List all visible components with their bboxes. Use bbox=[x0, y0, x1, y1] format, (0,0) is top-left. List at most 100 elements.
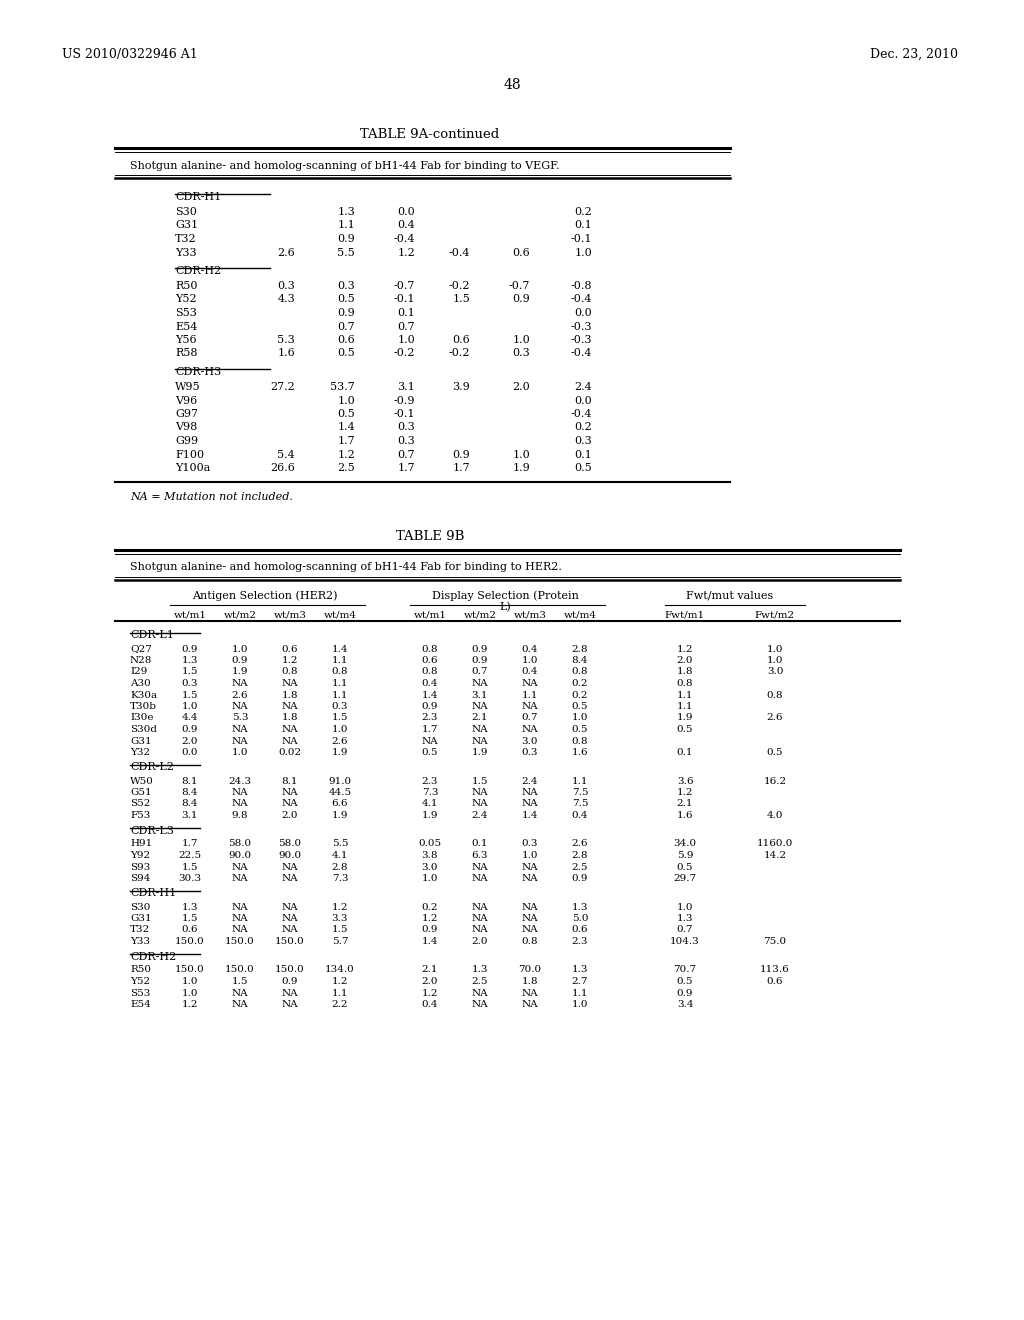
Text: 0.5: 0.5 bbox=[571, 702, 588, 711]
Text: 0.6: 0.6 bbox=[571, 925, 588, 935]
Text: 8.4: 8.4 bbox=[181, 800, 199, 808]
Text: 0.9: 0.9 bbox=[181, 725, 199, 734]
Text: Y92: Y92 bbox=[130, 851, 151, 861]
Text: NA: NA bbox=[521, 913, 539, 923]
Text: 0.4: 0.4 bbox=[522, 668, 539, 676]
Text: NA: NA bbox=[282, 925, 298, 935]
Text: NA: NA bbox=[282, 862, 298, 871]
Text: 0.9: 0.9 bbox=[677, 989, 693, 998]
Text: wt/m1: wt/m1 bbox=[414, 610, 446, 619]
Text: 0.8: 0.8 bbox=[571, 737, 588, 746]
Text: -0.1: -0.1 bbox=[570, 234, 592, 244]
Text: 1.0: 1.0 bbox=[332, 725, 348, 734]
Text: 2.0: 2.0 bbox=[282, 810, 298, 820]
Text: N28: N28 bbox=[130, 656, 153, 665]
Text: wt/m2: wt/m2 bbox=[464, 610, 497, 619]
Text: NA: NA bbox=[282, 989, 298, 998]
Text: 0.5: 0.5 bbox=[677, 977, 693, 986]
Text: 1.0: 1.0 bbox=[512, 450, 530, 459]
Text: F53: F53 bbox=[130, 810, 151, 820]
Text: 1.2: 1.2 bbox=[422, 989, 438, 998]
Text: G31: G31 bbox=[130, 737, 152, 746]
Text: 1.9: 1.9 bbox=[472, 748, 488, 756]
Text: 26.6: 26.6 bbox=[270, 463, 295, 473]
Text: 0.5: 0.5 bbox=[677, 862, 693, 871]
Text: 3.8: 3.8 bbox=[422, 851, 438, 861]
Text: 58.0: 58.0 bbox=[228, 840, 252, 849]
Text: F100: F100 bbox=[175, 450, 204, 459]
Text: 0.5: 0.5 bbox=[767, 748, 783, 756]
Text: 1.1: 1.1 bbox=[332, 656, 348, 665]
Text: 0.8: 0.8 bbox=[767, 690, 783, 700]
Text: NA: NA bbox=[282, 903, 298, 912]
Text: 0.9: 0.9 bbox=[453, 450, 470, 459]
Text: H91: H91 bbox=[130, 840, 153, 849]
Text: 0.9: 0.9 bbox=[472, 656, 488, 665]
Text: NA: NA bbox=[282, 788, 298, 797]
Text: 0.4: 0.4 bbox=[397, 220, 415, 231]
Text: 1.8: 1.8 bbox=[282, 714, 298, 722]
Text: I29: I29 bbox=[130, 668, 147, 676]
Text: 1.0: 1.0 bbox=[181, 702, 199, 711]
Text: Y100a: Y100a bbox=[175, 463, 210, 473]
Text: wt/m4: wt/m4 bbox=[324, 610, 356, 619]
Text: 0.3: 0.3 bbox=[522, 748, 539, 756]
Text: 0.2: 0.2 bbox=[574, 207, 592, 216]
Text: 3.3: 3.3 bbox=[332, 913, 348, 923]
Text: CDR-H2: CDR-H2 bbox=[130, 952, 176, 961]
Text: 1.5: 1.5 bbox=[231, 977, 248, 986]
Text: 0.9: 0.9 bbox=[571, 874, 588, 883]
Text: -0.4: -0.4 bbox=[570, 409, 592, 418]
Text: S94: S94 bbox=[130, 874, 151, 883]
Text: 1.5: 1.5 bbox=[472, 776, 488, 785]
Text: CDR-L1: CDR-L1 bbox=[130, 631, 174, 640]
Text: -0.4: -0.4 bbox=[449, 248, 470, 257]
Text: 0.5: 0.5 bbox=[677, 725, 693, 734]
Text: R50: R50 bbox=[175, 281, 198, 290]
Text: 1.0: 1.0 bbox=[231, 748, 248, 756]
Text: 1.0: 1.0 bbox=[512, 335, 530, 345]
Text: -0.3: -0.3 bbox=[570, 322, 592, 331]
Text: 1.3: 1.3 bbox=[181, 903, 199, 912]
Text: 5.5: 5.5 bbox=[332, 840, 348, 849]
Text: NA: NA bbox=[521, 874, 539, 883]
Text: 1.0: 1.0 bbox=[571, 714, 588, 722]
Text: 2.8: 2.8 bbox=[571, 644, 588, 653]
Text: 16.2: 16.2 bbox=[764, 776, 786, 785]
Text: 0.5: 0.5 bbox=[574, 463, 592, 473]
Text: 1.0: 1.0 bbox=[181, 977, 199, 986]
Text: 0.7: 0.7 bbox=[397, 450, 415, 459]
Text: Shotgun alanine- and homolog-scanning of bH1-44 Fab for binding to HER2.: Shotgun alanine- and homolog-scanning of… bbox=[130, 562, 562, 573]
Text: NA: NA bbox=[521, 1001, 539, 1008]
Text: 7.5: 7.5 bbox=[571, 800, 588, 808]
Text: 1.4: 1.4 bbox=[422, 937, 438, 946]
Text: 0.8: 0.8 bbox=[282, 668, 298, 676]
Text: 1.8: 1.8 bbox=[282, 690, 298, 700]
Text: Dec. 23, 2010: Dec. 23, 2010 bbox=[870, 48, 958, 61]
Text: -0.2: -0.2 bbox=[393, 348, 415, 359]
Text: 1.1: 1.1 bbox=[522, 690, 539, 700]
Text: 30.3: 30.3 bbox=[178, 874, 202, 883]
Text: 0.8: 0.8 bbox=[422, 644, 438, 653]
Text: 2.1: 2.1 bbox=[422, 965, 438, 974]
Text: G31: G31 bbox=[130, 913, 152, 923]
Text: 150.0: 150.0 bbox=[275, 937, 305, 946]
Text: 2.5: 2.5 bbox=[472, 977, 488, 986]
Text: 0.05: 0.05 bbox=[419, 840, 441, 849]
Text: S30: S30 bbox=[175, 207, 197, 216]
Text: 1.2: 1.2 bbox=[282, 656, 298, 665]
Text: 2.0: 2.0 bbox=[677, 656, 693, 665]
Text: 1.1: 1.1 bbox=[677, 690, 693, 700]
Text: 1.5: 1.5 bbox=[181, 913, 199, 923]
Text: 1.0: 1.0 bbox=[397, 335, 415, 345]
Text: 150.0: 150.0 bbox=[175, 965, 205, 974]
Text: R58: R58 bbox=[175, 348, 198, 359]
Text: 53.7: 53.7 bbox=[331, 381, 355, 392]
Text: wt/m4: wt/m4 bbox=[563, 610, 597, 619]
Text: 1.3: 1.3 bbox=[337, 207, 355, 216]
Text: 0.7: 0.7 bbox=[397, 322, 415, 331]
Text: 4.1: 4.1 bbox=[332, 851, 348, 861]
Text: 1.2: 1.2 bbox=[422, 913, 438, 923]
Text: 1.0: 1.0 bbox=[571, 1001, 588, 1008]
Text: 0.9: 0.9 bbox=[181, 644, 199, 653]
